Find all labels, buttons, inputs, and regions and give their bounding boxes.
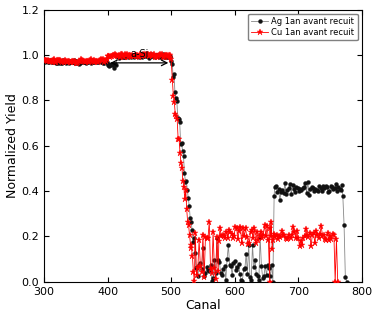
Ag 1an avant recuit xyxy=(271,280,275,284)
Ag 1an avant recuit xyxy=(166,54,171,58)
Line: Ag 1an avant recuit: Ag 1an avant recuit xyxy=(42,52,349,284)
Ag 1an avant recuit xyxy=(99,60,104,64)
Ag 1an avant recuit xyxy=(344,280,349,284)
Cu 1an avant recuit xyxy=(201,233,205,237)
Y-axis label: Normalized Yield: Normalized Yield xyxy=(6,93,19,198)
Ag 1an avant recuit xyxy=(42,59,46,63)
Cu 1an avant recuit xyxy=(42,58,46,62)
Cu 1an avant recuit xyxy=(335,280,340,284)
Ag 1an avant recuit xyxy=(281,191,286,195)
Legend: Ag 1an avant recuit, Cu 1an avant recuit: Ag 1an avant recuit, Cu 1an avant recuit xyxy=(248,14,358,40)
Cu 1an avant recuit xyxy=(187,234,192,238)
Cu 1an avant recuit xyxy=(234,227,239,231)
Ag 1an avant recuit xyxy=(149,52,154,56)
Ag 1an avant recuit xyxy=(192,236,196,240)
Cu 1an avant recuit xyxy=(209,271,214,275)
Text: a-Si: a-Si xyxy=(130,50,149,59)
Line: Cu 1an avant recuit: Cu 1an avant recuit xyxy=(41,50,341,285)
Cu 1an avant recuit xyxy=(103,58,107,62)
X-axis label: Canal: Canal xyxy=(185,300,221,313)
Cu 1an avant recuit xyxy=(144,52,149,55)
Cu 1an avant recuit xyxy=(267,280,272,284)
Ag 1an avant recuit xyxy=(52,60,57,64)
Cu 1an avant recuit xyxy=(129,54,134,58)
Ag 1an avant recuit xyxy=(283,181,287,185)
